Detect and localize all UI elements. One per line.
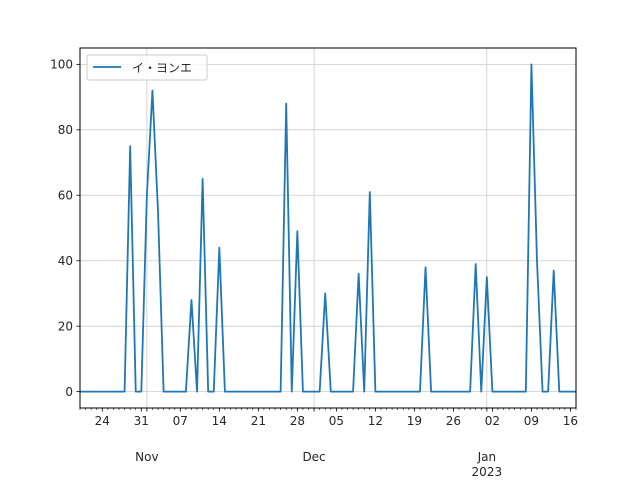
- x-tick-label: 12: [368, 414, 383, 428]
- y-tick-label: 60: [58, 189, 73, 203]
- x-tick-label: 26: [446, 414, 461, 428]
- x-tick-label: 19: [407, 414, 422, 428]
- x-month-label: 2023: [472, 465, 503, 479]
- x-tick-label: 07: [173, 414, 188, 428]
- y-axis-ticks: 0 20 40 60 80 100: [50, 58, 80, 399]
- x-tick-label: 14: [212, 414, 227, 428]
- series-lines: [80, 63, 576, 393]
- legend-box: [86, 54, 208, 81]
- x-month-label: Dec: [302, 450, 325, 464]
- x-tick-label: 24: [95, 414, 110, 428]
- x-tick-label: 16: [563, 414, 578, 428]
- plot-frame: [79, 47, 577, 409]
- x-tick-label: 02: [485, 414, 500, 428]
- grid-lines: [80, 48, 576, 408]
- legend: イ・ヨンエ: [86, 54, 208, 81]
- x-tick-label: 09: [524, 414, 539, 428]
- series-line: [80, 63, 576, 393]
- x-tick-label: 31: [134, 414, 149, 428]
- y-tick-label: 80: [58, 123, 73, 137]
- y-tick-label: 20: [58, 319, 73, 333]
- x-tick-label: 28: [290, 414, 305, 428]
- x-tick-label: 21: [251, 414, 266, 428]
- x-tick-label: 05: [329, 414, 344, 428]
- x-month-label: Nov: [135, 450, 158, 464]
- x-month-label: Jan: [477, 450, 497, 464]
- legend-label: イ・ヨンエ: [132, 61, 192, 75]
- y-tick-label: 40: [58, 254, 73, 268]
- y-tick-label: 0: [65, 385, 73, 399]
- y-tick-label: 100: [50, 58, 73, 72]
